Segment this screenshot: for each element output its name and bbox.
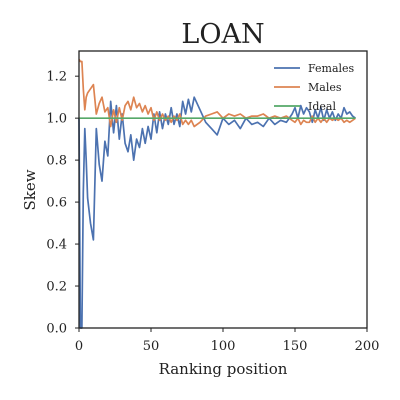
y-tick-label: 1.0 [46,112,67,127]
x-tick-label: 200 [355,339,380,354]
legend-label-ideal: Ideal [308,100,336,113]
y-tick-label: 0.0 [46,322,67,337]
y-tick-label: 0.6 [46,196,67,211]
x-tick-label: 50 [143,339,160,354]
series-line-males [78,58,356,128]
y-tick-label: 0.2 [46,280,67,295]
x-tick-label: 0 [75,339,83,354]
y-tick-label: 1.2 [46,70,67,85]
legend-label-males: Males [308,81,342,94]
series-layer [78,58,356,329]
x-tick-label: 100 [211,339,236,354]
legend-label-females: Females [308,62,355,75]
y-tick-label: 0.4 [46,238,67,253]
chart-title: LOAN [181,19,264,50]
x-tick-label: 150 [283,339,308,354]
legend: Females Males Ideal [274,62,355,113]
y-axis-ticks: 0.0 0.2 0.4 0.6 0.8 1.0 1.2 [46,70,79,337]
y-axis-label: Skew [21,169,39,210]
y-tick-label: 0.8 [46,154,67,169]
x-axis-label: Ranking position [159,360,288,378]
x-axis-ticks: 0 50 100 150 200 [75,328,380,354]
